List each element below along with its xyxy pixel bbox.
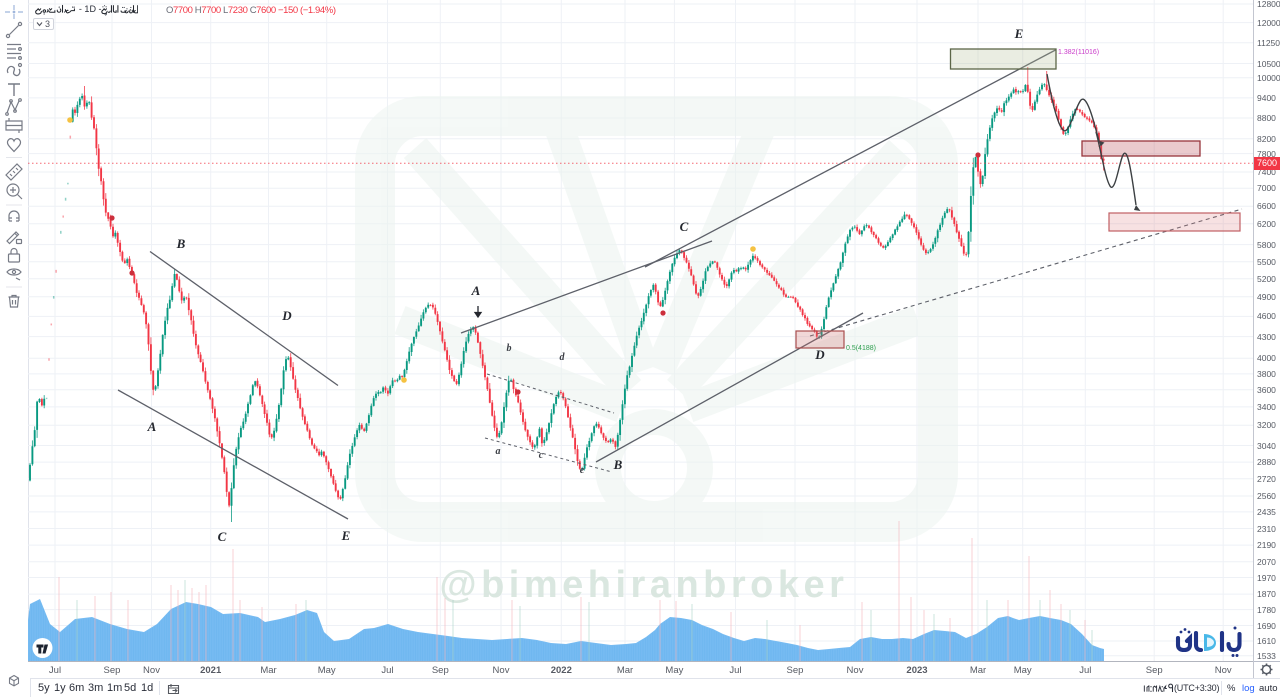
svg-text:D: D: [814, 347, 825, 362]
svg-text:C: C: [218, 529, 227, 544]
svg-text:b: b: [507, 343, 512, 354]
svg-text:e: e: [580, 465, 585, 476]
svg-text:- 1D -: - 1D -: [79, 4, 102, 14]
svg-text:c: c: [539, 450, 544, 461]
svg-text:D: D: [281, 308, 292, 323]
svg-text:1.382(11016): 1.382(11016): [1058, 49, 1099, 56]
svg-text:E: E: [341, 528, 351, 543]
svg-text:B: B: [613, 457, 623, 472]
svg-text:@bimehiranbroker: @bimehiranbroker: [440, 564, 849, 606]
svg-text:d: d: [560, 352, 566, 363]
svg-text:A: A: [147, 419, 157, 434]
svg-text:C: C: [680, 219, 689, 234]
svg-text:E: E: [1014, 26, 1024, 41]
svg-text:0.5(4188): 0.5(4188): [846, 345, 876, 352]
svg-text:a: a: [496, 446, 501, 457]
svg-text:A: A: [471, 283, 481, 298]
svg-text:B: B: [176, 236, 186, 251]
